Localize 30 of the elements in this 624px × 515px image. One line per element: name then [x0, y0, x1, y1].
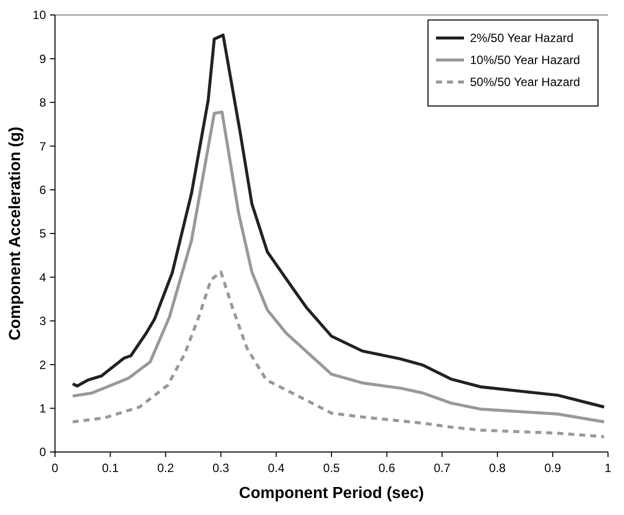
- legend-label: 10%/50 Year Hazard: [470, 53, 580, 68]
- x-tick-label: 0.3: [212, 461, 230, 475]
- x-tick-label: 0: [52, 461, 59, 475]
- x-tick-label: 0.7: [434, 461, 451, 475]
- x-tick-label: 0.9: [544, 461, 562, 475]
- y-tick-label: 5: [39, 226, 46, 241]
- y-tick-label: 6: [39, 183, 46, 197]
- x-tick-label: 0.6: [378, 461, 396, 475]
- x-axis-title: Component Period (sec): [239, 485, 424, 502]
- y-tick-label: 1: [39, 402, 46, 416]
- y-tick-label: 10: [32, 8, 46, 22]
- y-tick-label: 9: [39, 52, 46, 66]
- x-tick-label: 0.4: [268, 461, 285, 475]
- y-tick-label: 0: [39, 445, 46, 460]
- x-tick-label: 0.5: [323, 461, 340, 475]
- x-tick-label: 0.1: [102, 461, 119, 475]
- line-series: [71, 34, 606, 408]
- y-tick-label: 7: [39, 139, 46, 154]
- y-tick-label: 2: [39, 358, 46, 372]
- line-series: [71, 270, 606, 438]
- x-tick-label: 0.8: [489, 461, 506, 475]
- y-axis-title: Component Acceleration (g): [7, 126, 24, 340]
- x-tick-label: 1: [604, 461, 612, 475]
- y-tick-label: 4: [39, 270, 46, 284]
- line-series: [71, 110, 606, 424]
- y-tick-label: 8: [39, 96, 46, 110]
- x-tick-label: 0.2: [157, 461, 174, 475]
- y-tick-label: 3: [39, 314, 46, 328]
- legend-label: 50%/50 Year Hazard: [470, 75, 580, 90]
- legend-label: 2%/50 Year Hazard: [470, 31, 574, 46]
